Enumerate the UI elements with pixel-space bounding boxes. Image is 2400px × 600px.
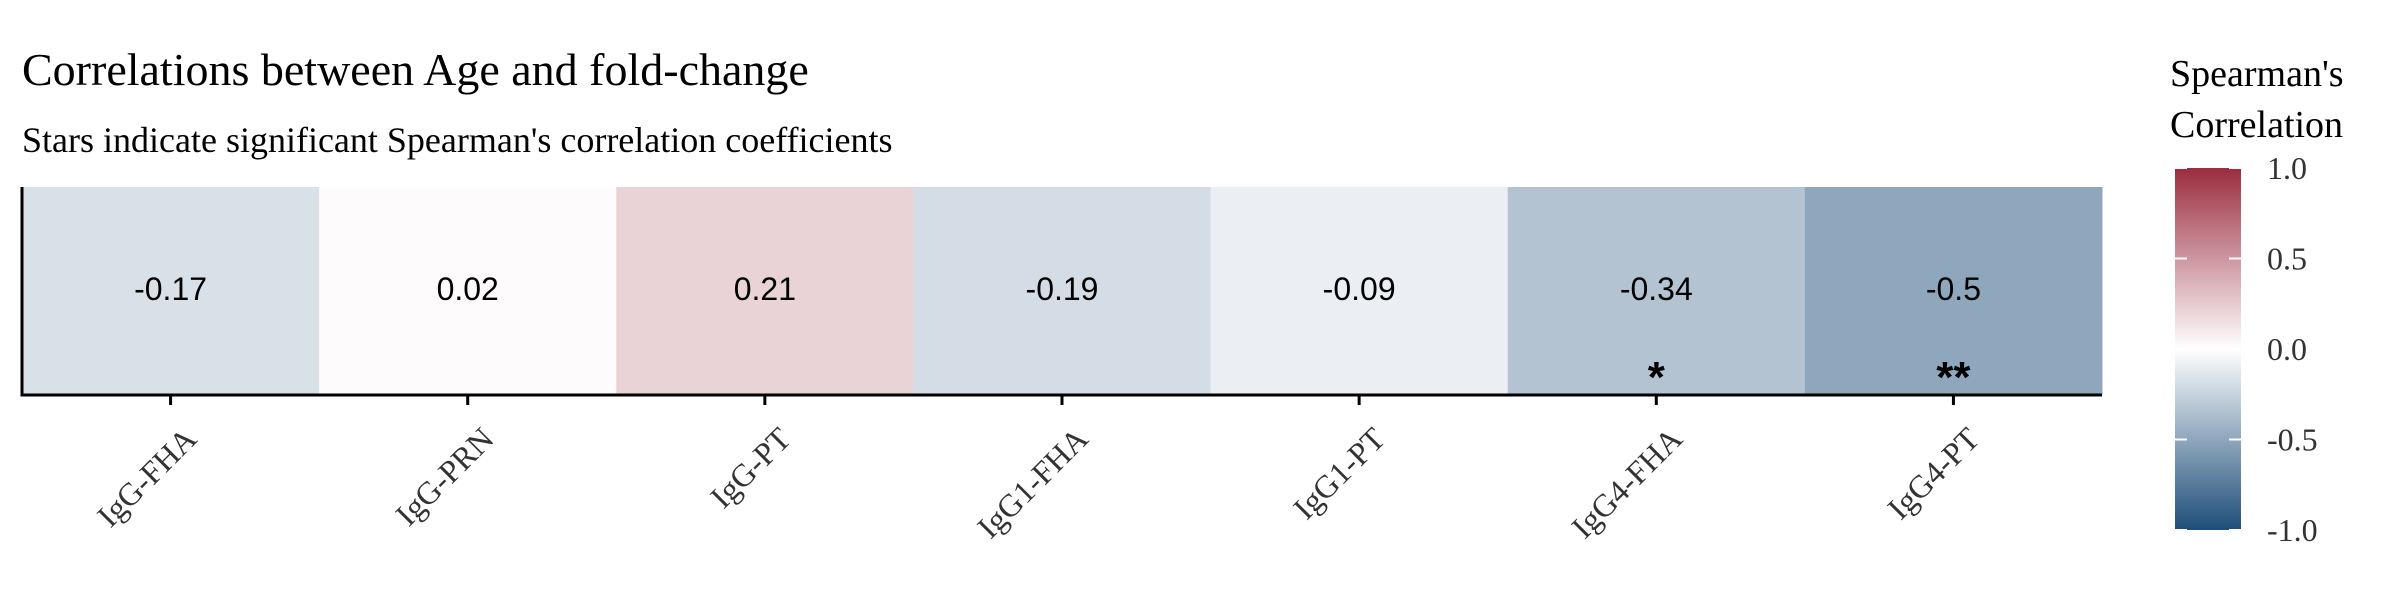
x-axis-ticks [169, 395, 1955, 405]
legend-tick-label: 0.0 [2267, 331, 2307, 367]
legend-title-line-1: Spearman's [2170, 53, 2344, 95]
heatmap-cell [1507, 187, 1806, 395]
legend-ticks [2175, 167, 2241, 531]
color-legend: Spearman's Correlation 1.0 0.5 0.0 -0.5 -1.0 [2170, 53, 2344, 548]
cell-value-label: 0.21 [734, 271, 796, 307]
x-tick-label: IgG1-FHA [970, 420, 1095, 545]
x-tick-label: IgG-FHA [90, 420, 203, 533]
chart-title: Correlations between Age and fold-change [22, 44, 809, 95]
x-tick-label: IgG-PT [703, 420, 798, 515]
x-tick-label: IgG-PRN [388, 420, 500, 532]
legend-tick-label: 0.5 [2267, 241, 2307, 277]
heatmap-cell [913, 187, 1212, 395]
cell-value-label: -0.34 [1620, 271, 1693, 307]
significance-star: * [1648, 353, 1666, 402]
cell-value-label: -0.19 [1026, 271, 1099, 307]
x-tick-label: IgG1-PT [1286, 420, 1392, 526]
legend-tick-labels: 1.0 0.5 0.0 -0.5 -1.0 [2267, 150, 2318, 548]
cell-value-label: -0.09 [1323, 271, 1396, 307]
legend-tick-label: -0.5 [2267, 422, 2318, 458]
legend-title-line-2: Correlation [2170, 104, 2343, 146]
chart-subtitle: Stars indicate significant Spearman's co… [22, 120, 893, 160]
heatmap-cells [22, 187, 2103, 395]
heatmap-cell [616, 187, 914, 395]
heatmap-cell [319, 187, 617, 395]
x-axis-tick-labels: IgG-FHA IgG-PRN IgG-PT IgG1-FHA IgG1-PT IgG4-… [90, 420, 1987, 545]
cell-value-label: -0.5 [1926, 271, 1981, 307]
heatmap-value-labels: -0.17 0.02 0.21 -0.19 -0.09 -0.34 -0.5 [134, 271, 1981, 307]
heatmap-cell [1210, 187, 1509, 395]
cell-value-label: 0.02 [437, 271, 499, 307]
legend-tick-label: 1.0 [2267, 150, 2307, 186]
cell-value-label: -0.17 [134, 271, 207, 307]
legend-tick-label: -1.0 [2267, 512, 2318, 548]
heatmap-cell [1804, 187, 2103, 395]
x-tick-label: IgG4-FHA [1564, 420, 1689, 545]
heatmap-cell [22, 187, 320, 395]
x-tick-label: IgG4-PT [1880, 420, 1986, 526]
